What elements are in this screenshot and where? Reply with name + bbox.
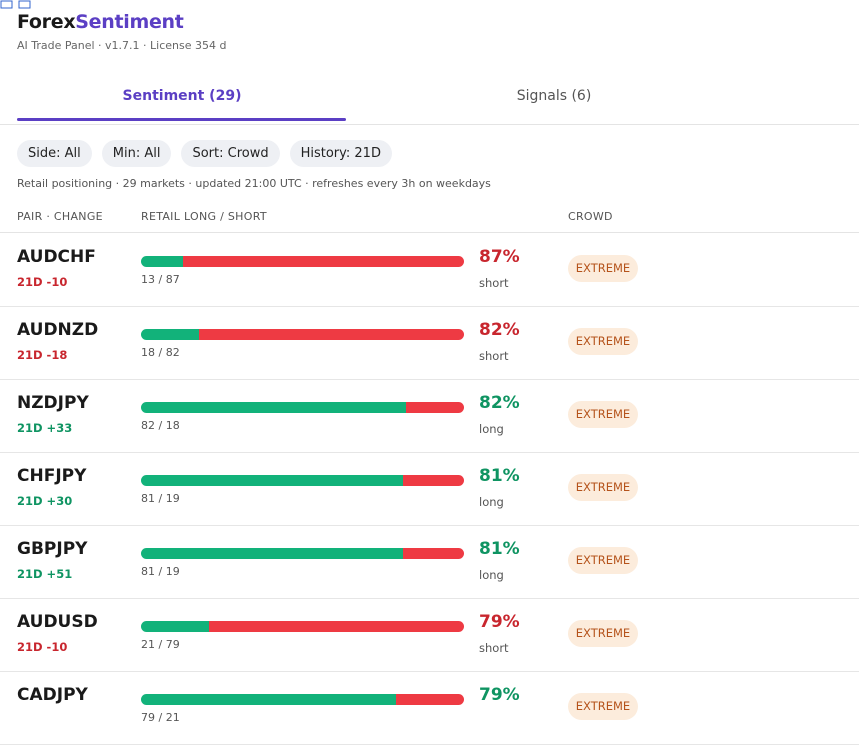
change: 21D -10: [17, 275, 68, 289]
crowd-percent: 81%: [479, 466, 520, 486]
toolbar-icons: [0, 0, 31, 9]
icon: [0, 0, 13, 9]
long-segment: [141, 402, 406, 413]
tab[interactable]: Sentiment (29): [122, 88, 242, 104]
sentiment-row[interactable]: CADJPY 79 / 21 79% EXTREME: [0, 671, 859, 745]
sentiment-row[interactable]: NZDJPY 21D +33 82 / 18 82% long EXTREME: [0, 379, 859, 453]
crowd-side: short: [479, 349, 509, 363]
pair-name: CHFJPY: [17, 466, 87, 486]
ratio-bar: [141, 475, 464, 486]
subtitle: AI Trade Panel · v1.7.1 · License 354 d: [17, 39, 227, 52]
column-header: PAIR · CHANGE: [17, 210, 103, 223]
split-label: 82 / 18: [141, 419, 180, 432]
short-segment: [402, 475, 464, 486]
column-header: CROWD: [568, 210, 613, 223]
crowd-percent: 79%: [479, 612, 520, 632]
pair-name: GBPJPY: [17, 539, 88, 559]
crowd-side: long: [479, 568, 504, 582]
filter-chip[interactable]: Min: All: [101, 140, 172, 167]
crowd-percent: 81%: [479, 539, 520, 559]
short-segment: [396, 694, 464, 705]
title-part: Sentiment: [75, 11, 184, 33]
tab[interactable]: Signals (6): [516, 88, 592, 104]
icon: [18, 0, 31, 9]
crowd-side: short: [479, 641, 509, 655]
split-label: 13 / 87: [141, 273, 180, 286]
divider: [0, 232, 859, 233]
filter-chip[interactable]: History: 21D: [289, 140, 392, 167]
change: 21D +33: [17, 421, 73, 435]
crowd-badge: EXTREME: [568, 255, 638, 282]
short-segment: [405, 402, 464, 413]
app-title: ForexSentiment: [17, 11, 184, 33]
crowd-badge: EXTREME: [568, 547, 638, 574]
ratio-bar: [141, 694, 464, 705]
crowd-side: short: [479, 276, 509, 290]
crowd-badge: EXTREME: [568, 620, 638, 647]
long-segment: [141, 621, 209, 632]
crowd-percent: 82%: [479, 320, 520, 340]
long-segment: [141, 694, 397, 705]
change: 21D +51: [17, 567, 73, 581]
crowd-percent: 79%: [479, 685, 520, 705]
crowd-side: long: [479, 422, 504, 436]
sentiment-row[interactable]: AUDUSD 21D -10 21 / 79 79% short EXTREME: [0, 598, 859, 672]
crowd-badge: EXTREME: [568, 401, 638, 428]
sentiment-row[interactable]: AUDCHF 21D -10 13 / 87 87% short EXTREME: [0, 233, 859, 307]
split-label: 81 / 19: [141, 492, 180, 505]
long-segment: [141, 475, 403, 486]
sentiment-row[interactable]: AUDNZD 21D -18 18 / 82 82% short EXTREME: [0, 306, 859, 380]
crowd-badge: EXTREME: [568, 693, 638, 720]
crowd-percent: 82%: [479, 393, 520, 413]
title-part: Forex: [17, 11, 76, 33]
crowd-percent: 87%: [479, 247, 520, 267]
sentiment-row[interactable]: GBPJPY 21D +51 81 / 19 81% long EXTREME: [0, 525, 859, 599]
pair-name: AUDCHF: [17, 247, 96, 267]
pair-name: NZDJPY: [17, 393, 89, 413]
long-segment: [141, 329, 200, 340]
column-header: RETAIL LONG / SHORT: [141, 210, 267, 223]
crowd-badge: EXTREME: [568, 328, 638, 355]
split-label: 81 / 19: [141, 565, 180, 578]
ratio-bar: [141, 621, 464, 632]
pair-name: CADJPY: [17, 685, 88, 705]
ratio-bar: [141, 256, 464, 267]
sentiment-row[interactable]: CHFJPY 21D +30 81 / 19 81% long EXTREME: [0, 452, 859, 526]
ratio-bar: [141, 329, 464, 340]
divider: [0, 124, 859, 125]
info-line: Retail positioning · 29 markets · update…: [17, 177, 491, 190]
long-segment: [141, 256, 183, 267]
change: 21D -18: [17, 348, 68, 362]
crowd-side: long: [479, 495, 504, 509]
filter-bar: Side: All Min: All Sort: Crowd History: 21D: [17, 140, 392, 167]
long-segment: [141, 548, 403, 559]
short-segment: [208, 621, 464, 632]
split-label: 18 / 82: [141, 346, 180, 359]
filter-chip[interactable]: Sort: Crowd: [181, 140, 280, 167]
short-segment: [402, 548, 464, 559]
short-segment: [199, 329, 464, 340]
short-segment: [182, 256, 464, 267]
pair-name: AUDNZD: [17, 320, 99, 340]
split-label: 79 / 21: [141, 711, 180, 724]
change: 21D -10: [17, 640, 68, 654]
ratio-bar: [141, 548, 464, 559]
ratio-bar: [141, 402, 464, 413]
change: 21D +30: [17, 494, 73, 508]
crowd-badge: EXTREME: [568, 474, 638, 501]
split-label: 21 / 79: [141, 638, 180, 651]
tab-underline: [17, 118, 346, 121]
filter-chip[interactable]: Side: All: [17, 140, 92, 167]
pair-name: AUDUSD: [17, 612, 98, 632]
